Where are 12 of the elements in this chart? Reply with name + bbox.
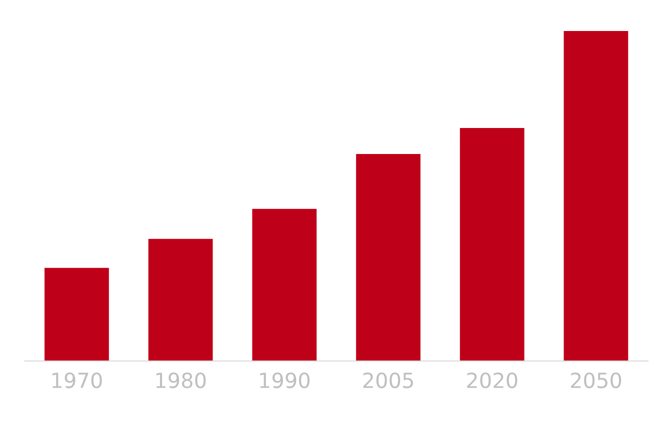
bar bbox=[564, 30, 628, 361]
x-tick-label: 2005 bbox=[363, 372, 413, 388]
x-tick-label: 2050 bbox=[570, 372, 622, 388]
x-tick-label: 1980 bbox=[156, 372, 206, 388]
bar bbox=[356, 154, 420, 361]
x-tick-label: 2020 bbox=[467, 372, 518, 388]
bar bbox=[460, 128, 524, 361]
bar bbox=[148, 238, 213, 361]
x-tick-label: 1990 bbox=[260, 372, 310, 388]
bar bbox=[44, 268, 109, 361]
bar bbox=[252, 208, 317, 361]
x-tick-label: 1970 bbox=[52, 372, 102, 388]
